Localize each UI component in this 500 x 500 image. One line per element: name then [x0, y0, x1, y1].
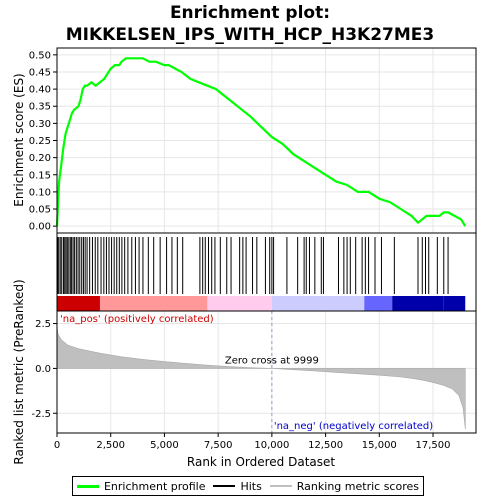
legend: Enrichment profile Hits Ranking metric s…	[72, 476, 424, 496]
es-ytick-label-7: 0.35	[29, 102, 51, 113]
enrichment-profile-line	[55, 57, 467, 227]
legend-label-enrichment: Enrichment profile	[103, 479, 206, 493]
rank-heatmap-segment-0	[57, 296, 100, 311]
chart-title-line-1: Enrichment plot:	[170, 3, 330, 23]
x-axis-label: Rank in Ordered Dataset	[187, 455, 335, 469]
hits-panel	[56, 232, 477, 312]
metric-frame	[56, 310, 477, 434]
na-pos-label: 'na_pos' (positively correlated)	[60, 314, 214, 325]
legend-label-hits: Hits	[240, 479, 262, 493]
es-ytick-label-1: 0.05	[29, 205, 51, 216]
na-neg-label: 'na_neg' (negatively correlated)	[274, 421, 433, 432]
x-tick-label-6: 15,000	[362, 440, 397, 451]
x-tick-label-7: 17,500	[416, 440, 451, 451]
es-ytick-label-5: 0.25	[29, 136, 51, 147]
metric-ytick-label-0: -2.5	[31, 409, 51, 420]
rank-heatmap-segment-6	[443, 296, 466, 311]
x-tick-label-0: 0	[54, 440, 60, 451]
x-tick-label-5: 12,500	[308, 440, 343, 451]
legend-item-enrichment: Enrichment profile	[76, 479, 206, 493]
es-ytick-label-8: 0.40	[29, 85, 51, 96]
es-axis-label: Enrichment score (ES)	[12, 73, 26, 206]
legend-item-metric: Ranking metric scores	[269, 479, 419, 493]
metric-axis-label: Ranked list metric (PreRanked)	[12, 279, 26, 464]
es-ytick-label-0: 0.00	[29, 222, 51, 233]
rank-heatmap-segment-1	[99, 296, 208, 311]
x-tick-label-4: 10,000	[254, 440, 289, 451]
ranked-metric-panel: -2.5 0.0 2.5 Zero cross at 9999 'na_pos' (po…	[31, 310, 477, 451]
x-tick-label-1: 2,500	[96, 440, 125, 451]
legend-label-metric: Ranking metric scores	[296, 479, 419, 493]
rank-heatmap-segment-4	[364, 296, 393, 311]
enrichment-swatch	[76, 484, 99, 488]
x-tick-label-2: 5,000	[150, 440, 179, 451]
legend-item-hits: Hits	[213, 479, 262, 493]
es-ytick-label-10: 0.50	[29, 50, 51, 61]
es-panel: 0.00 0.05 0.10 0.15 0.20 0.25 0.30 0.35 0.40 0.45…	[29, 47, 477, 234]
rank-heatmap-segment-2	[207, 296, 272, 311]
es-ytick-label-2: 0.10	[29, 187, 51, 198]
rank-heatmap-segment-5	[392, 296, 444, 311]
metric-ytick-label-2: 2.5	[35, 319, 51, 330]
metric-ytick-label-1: 0.0	[35, 364, 51, 375]
rank-heatmap-segment-3	[271, 296, 365, 311]
chart-title-line-2: MIKKELSEN_IPS_WITH_HCP_H3K27ME3	[66, 25, 434, 45]
x-tick-label-3: 7,500	[204, 440, 233, 451]
es-ytick-label-4: 0.20	[29, 153, 51, 164]
es-ytick-label-3: 0.15	[29, 170, 51, 181]
ranking-metric-area	[56, 327, 466, 430]
metric-swatch	[269, 485, 292, 487]
es-ytick-label-6: 0.30	[29, 119, 51, 130]
hits-swatch	[213, 485, 236, 487]
zero-cross-label: Zero cross at 9999	[225, 356, 319, 367]
es-ytick-label-9: 0.45	[29, 67, 51, 78]
